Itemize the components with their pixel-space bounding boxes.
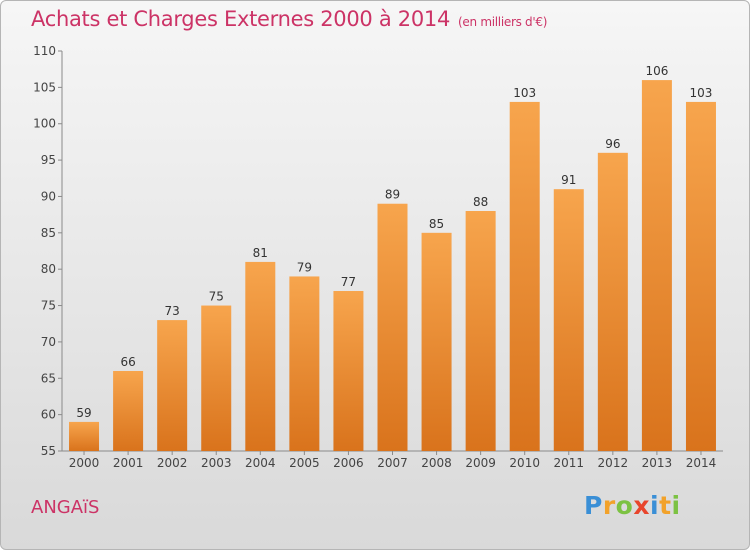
bar-2011 [553, 189, 584, 451]
y-tick-label: 95 [41, 153, 56, 167]
bar-2014 [685, 101, 716, 451]
bar-2001 [113, 371, 144, 451]
place-name: ANGAïS [31, 497, 100, 518]
x-tick-label-2014: 2014 [686, 456, 717, 470]
data-label-2010: 103 [513, 86, 536, 100]
x-tick-label-2013: 2013 [642, 456, 673, 470]
data-label-2004: 81 [253, 246, 268, 260]
x-tick-label-2009: 2009 [465, 456, 496, 470]
y-tick-label: 70 [41, 335, 56, 349]
y-tick-label: 90 [41, 189, 56, 203]
bar-2004 [245, 261, 276, 451]
y-tick-label: 80 [41, 262, 56, 276]
x-tick-label-2001: 2001 [113, 456, 144, 470]
chart-unit: (en milliers d'€) [458, 15, 548, 29]
x-tick-label-2007: 2007 [377, 456, 408, 470]
bar-2009 [465, 211, 496, 451]
y-tick-label: 55 [41, 444, 56, 458]
data-label-2014: 103 [690, 86, 713, 100]
data-label-2013: 106 [645, 64, 668, 78]
x-tick-label-2006: 2006 [333, 456, 364, 470]
x-tick-label-2010: 2010 [509, 456, 540, 470]
bar-2013 [641, 80, 672, 451]
x-tick-label-2005: 2005 [289, 456, 320, 470]
bar-2000 [69, 421, 100, 451]
data-label-2002: 73 [165, 304, 180, 318]
bar-2002 [157, 320, 188, 451]
x-tick-label-2012: 2012 [598, 456, 629, 470]
proxiti-logo: Proxiti [584, 491, 681, 520]
data-label-2006: 77 [341, 275, 356, 289]
y-tick-label: 100 [33, 117, 56, 131]
data-label-2007: 89 [385, 188, 400, 202]
y-tick-label: 110 [33, 44, 56, 58]
bar-2003 [201, 305, 232, 451]
data-label-2012: 96 [605, 137, 620, 151]
x-tick-label-2004: 2004 [245, 456, 276, 470]
bar-2008 [421, 232, 452, 451]
bar-2006 [333, 291, 364, 451]
data-label-2000: 59 [76, 406, 91, 420]
bar-2007 [377, 203, 408, 451]
y-tick-label: 60 [41, 408, 56, 422]
bar-2010 [509, 101, 540, 451]
bar-2005 [289, 276, 320, 451]
bar-2012 [597, 152, 628, 451]
y-tick-label: 75 [41, 299, 56, 313]
x-tick-label-2008: 2008 [421, 456, 452, 470]
data-label-2001: 66 [120, 355, 135, 369]
data-label-2011: 91 [561, 173, 576, 187]
x-tick-label-2002: 2002 [157, 456, 188, 470]
y-tick-label: 105 [33, 80, 56, 94]
chart-title: Achats et Charges Externes 2000 à 2014 (e… [31, 7, 547, 31]
y-tick-label: 85 [41, 226, 56, 240]
x-tick-label-2000: 2000 [69, 456, 100, 470]
x-tick-label-2003: 2003 [201, 456, 232, 470]
y-tick-label: 65 [41, 371, 56, 385]
data-label-2005: 79 [297, 260, 312, 274]
data-label-2003: 75 [209, 290, 224, 304]
data-label-2008: 85 [429, 217, 444, 231]
data-label-2009: 88 [473, 195, 488, 209]
x-tick-label-2011: 2011 [553, 456, 584, 470]
chart-title-text: Achats et Charges Externes 2000 à 2014 [31, 7, 451, 31]
